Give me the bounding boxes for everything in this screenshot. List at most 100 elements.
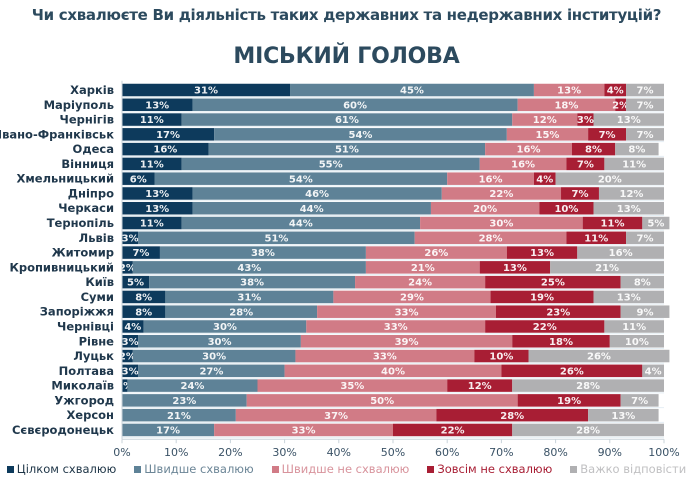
bar-segment: [593, 113, 664, 126]
legend-item: Важко відповісти: [570, 462, 686, 476]
data-label: 13%: [617, 204, 641, 215]
category-label: Чернігів: [60, 113, 114, 127]
bar-segment: [122, 408, 236, 422]
bar-segment: [626, 231, 664, 245]
data-label: 11%: [601, 219, 625, 230]
category-label: Кропивницький: [9, 260, 114, 274]
bar-segment: [165, 290, 334, 304]
bar-segment: [512, 423, 664, 437]
data-label: 15%: [536, 130, 560, 141]
data-label: 24%: [180, 381, 204, 392]
bar-segment: [512, 379, 664, 392]
x-tick-label: 40%: [327, 446, 351, 459]
category-label: Тернопіль: [47, 216, 114, 230]
data-label: 46%: [305, 189, 329, 200]
bar-segment: [181, 113, 513, 126]
data-label: 26%: [424, 248, 448, 259]
x-tick-label: 50%: [381, 446, 405, 459]
category-label: Івано-Франківськ: [0, 127, 114, 141]
bar-segment: [506, 128, 589, 141]
bar-segment: [577, 113, 594, 126]
data-label: 22%: [489, 189, 513, 200]
bar-segment: [181, 216, 421, 230]
data-label: 50%: [370, 396, 394, 407]
data-label: 3%: [122, 366, 139, 377]
bar-segment: [479, 157, 567, 171]
data-label: 2%: [119, 263, 136, 274]
bar-segment: [127, 379, 258, 392]
bar-segment: [533, 172, 556, 185]
x-tick-label: 20%: [218, 446, 242, 459]
data-label: 13%: [617, 293, 641, 304]
data-label: 10%: [554, 204, 578, 215]
bar-segment: [642, 216, 670, 230]
data-label: 7%: [571, 189, 588, 200]
data-label: 31%: [237, 293, 261, 304]
data-label: 5%: [647, 219, 664, 230]
data-label: 27%: [199, 366, 223, 377]
data-label: 28%: [576, 426, 600, 437]
bar-segment: [512, 335, 610, 348]
data-label: 17%: [156, 130, 180, 141]
bar-segment: [577, 246, 664, 259]
bar-segment: [365, 246, 507, 259]
data-label: 12%: [533, 115, 557, 126]
data-label: 7%: [637, 86, 654, 97]
bar-segment: [300, 335, 513, 348]
data-label: 20%: [473, 204, 497, 215]
data-label: 7%: [631, 396, 648, 407]
data-label: 11%: [622, 322, 646, 333]
x-tick-label: 10%: [164, 446, 188, 459]
bar-segment: [620, 305, 670, 318]
category-label: Житомир: [52, 246, 114, 260]
legend-label: Важко відповісти: [580, 462, 687, 476]
bar-segment: [393, 423, 513, 437]
bar-segment: [571, 142, 616, 156]
data-label: 17%: [156, 426, 180, 437]
bar-segment: [122, 231, 139, 245]
data-label: 18%: [549, 337, 573, 348]
data-label: 11%: [622, 160, 646, 171]
category-label: Вінниця: [61, 157, 114, 171]
legend-swatch-icon: [6, 465, 14, 473]
data-label: 38%: [251, 248, 275, 259]
bar-segment: [122, 379, 128, 392]
bar-segment: [533, 83, 605, 97]
bar-segment: [122, 113, 182, 126]
bar-segment: [501, 364, 643, 378]
bar-segment: [566, 231, 627, 245]
category-label: Полтава: [59, 364, 114, 378]
data-label: 11%: [140, 115, 164, 126]
bar-segment: [474, 349, 529, 363]
data-label: 13%: [145, 189, 169, 200]
data-label: 16%: [511, 160, 535, 171]
bar-segment: [593, 290, 664, 304]
data-label: 2%: [612, 100, 629, 111]
bar-segment: [192, 187, 442, 200]
bar-segment: [290, 83, 534, 97]
category-label: Ужгород: [54, 393, 114, 407]
data-label: 1%: [116, 381, 133, 392]
data-label: 22%: [441, 426, 465, 437]
data-label: 8%: [585, 145, 602, 156]
data-label: 61%: [335, 115, 359, 126]
data-label: 54%: [289, 174, 313, 185]
data-label: 11%: [584, 233, 608, 244]
data-label: 44%: [300, 204, 324, 215]
bar-segment: [122, 128, 215, 141]
data-label: 16%: [609, 248, 633, 259]
data-label: 30%: [208, 337, 232, 348]
bar-segment: [626, 83, 664, 97]
bar-segment: [495, 305, 621, 318]
bar-segment: [165, 305, 318, 318]
data-label: 3%: [122, 233, 139, 244]
data-label: 21%: [595, 263, 619, 274]
bar-segment: [317, 305, 496, 318]
data-label: 60%: [343, 100, 367, 111]
bar-segment: [550, 261, 664, 274]
data-label: 33%: [292, 426, 316, 437]
x-tick-label: 30%: [272, 446, 296, 459]
bar-segment: [333, 290, 491, 304]
data-label: 4%: [607, 86, 624, 97]
data-label: 24%: [408, 278, 432, 289]
